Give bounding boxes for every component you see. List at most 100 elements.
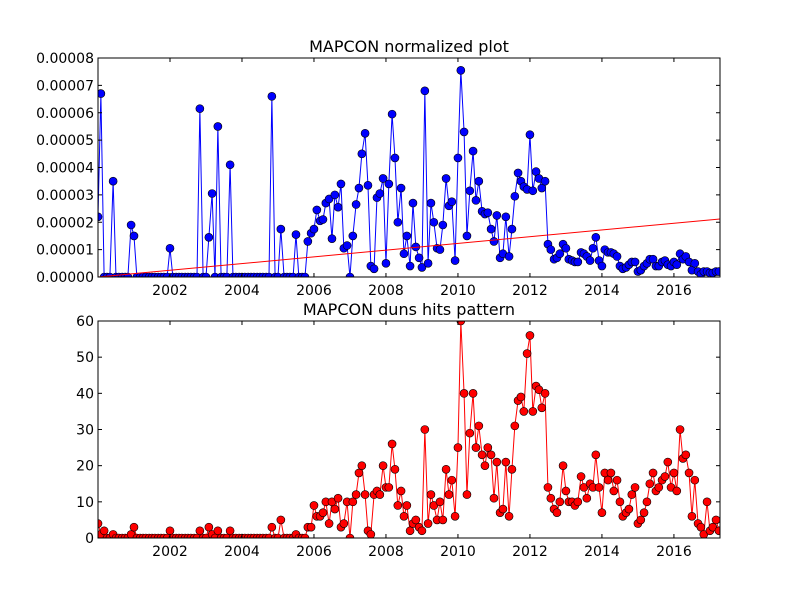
data-point: [489, 493, 499, 503]
data-point: [411, 515, 421, 525]
data-point: [672, 486, 682, 496]
data-point: [468, 389, 478, 398]
data-point: [318, 215, 328, 224]
data-point: [528, 407, 538, 416]
data-point: [351, 490, 361, 499]
data-point: [612, 475, 622, 485]
data-point: [441, 464, 451, 474]
y-tick-label: 0.00008: [36, 51, 94, 67]
data-point: [450, 511, 460, 521]
data-point: [339, 519, 349, 528]
data-point: [504, 511, 514, 521]
data-point: [441, 174, 451, 183]
data-point: [300, 272, 310, 277]
data-point: [498, 504, 508, 514]
data-point: [477, 450, 487, 460]
data-point: [462, 231, 472, 241]
data-point: [300, 533, 310, 538]
data-point: [99, 526, 109, 536]
data-point: [98, 519, 103, 528]
data-point: [630, 257, 640, 267]
data-point: [438, 220, 448, 230]
data-point: [447, 475, 457, 485]
data-point: [465, 186, 475, 196]
y-tick-label: 10: [76, 495, 94, 511]
y-tick-label: 50: [76, 350, 94, 366]
data-point: [525, 331, 535, 340]
data-point: [267, 522, 277, 532]
data-point: [225, 160, 235, 170]
data-point: [582, 493, 592, 503]
data-point: [492, 457, 502, 467]
data-point: [195, 104, 205, 113]
data-point: [528, 186, 538, 196]
data-point: [357, 461, 367, 470]
data-point: [483, 443, 493, 452]
data-point: [501, 457, 511, 467]
data-point: [588, 243, 598, 253]
data-point: [291, 230, 301, 239]
data-point: [327, 234, 337, 243]
data-point: [480, 461, 490, 470]
data-point: [429, 217, 439, 227]
data-point: [423, 519, 433, 528]
data-point: [396, 183, 406, 193]
data-point: [504, 252, 514, 261]
data-point: [369, 264, 379, 274]
data-point: [573, 257, 583, 267]
data-point: [558, 461, 568, 470]
data-point: [333, 202, 343, 212]
x-tick-label: 2008: [368, 283, 404, 299]
data-point: [615, 497, 625, 507]
data-point: [459, 127, 469, 137]
y-tick-label: 20: [76, 459, 94, 475]
data-point: [378, 174, 388, 183]
data-point: [393, 217, 403, 227]
data-point: [585, 256, 595, 265]
data-point: [684, 468, 694, 478]
y-tick-label: 0.00005: [36, 133, 94, 149]
data-point: [453, 443, 463, 452]
x-tick-label: 2010: [440, 544, 476, 560]
data-point: [642, 497, 652, 507]
data-point: [606, 468, 616, 478]
data-point: [420, 425, 430, 434]
data-point: [330, 190, 340, 200]
y-tick-label: 0.00004: [36, 161, 94, 177]
data-point: [714, 267, 720, 276]
y-tick-label: 0: [85, 531, 94, 547]
data-point: [471, 443, 481, 452]
data-point: [486, 224, 496, 234]
x-tick-label: 2012: [512, 283, 548, 299]
data-point: [108, 176, 118, 186]
data-point: [348, 497, 358, 507]
data-point: [561, 486, 571, 496]
data-point: [384, 483, 394, 492]
data-point: [387, 109, 397, 119]
data-point: [405, 261, 415, 271]
data-point: [426, 198, 436, 208]
data-point: [309, 501, 319, 510]
y-tick-label: 0.00002: [36, 215, 94, 231]
data-point: [510, 421, 520, 431]
data-point: [402, 501, 412, 510]
data-point: [348, 231, 358, 241]
data-point: [513, 168, 523, 178]
y-tick-label: 0.00001: [36, 243, 94, 259]
data-point: [501, 212, 511, 222]
data-point: [213, 526, 223, 536]
data-point: [459, 389, 469, 398]
data-point: [510, 191, 520, 201]
data-point: [540, 176, 550, 186]
data-point: [690, 259, 700, 268]
y-tick-label: 30: [76, 423, 94, 439]
data-point: [444, 490, 454, 499]
data-point: [417, 526, 427, 536]
data-point: [672, 260, 682, 269]
data-point: [696, 522, 706, 532]
data-point: [213, 122, 223, 131]
data-point: [609, 486, 619, 496]
data-point: [303, 237, 313, 246]
x-tick-label: 2006: [296, 544, 332, 560]
